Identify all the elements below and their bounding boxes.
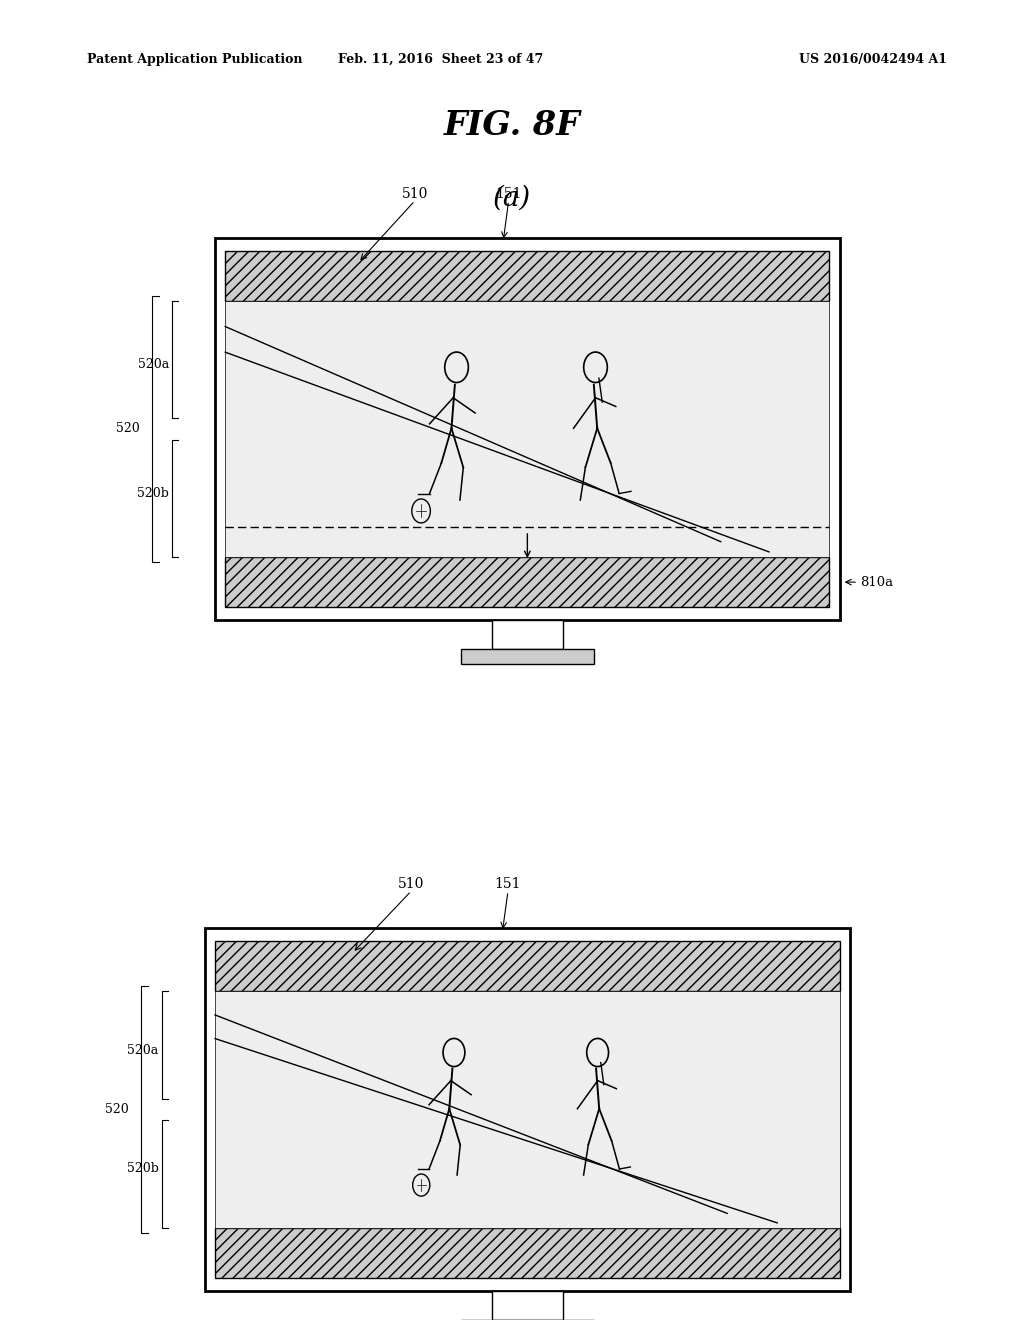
- Text: 520b: 520b: [137, 487, 169, 499]
- Bar: [215, 1228, 840, 1278]
- Bar: [461, 649, 594, 664]
- Text: 520b: 520b: [127, 1162, 159, 1175]
- Bar: [225, 251, 829, 301]
- Bar: [215, 238, 840, 620]
- Text: 510: 510: [398, 876, 424, 891]
- Text: 510: 510: [401, 186, 428, 201]
- Text: 810a: 810a: [860, 576, 893, 589]
- Text: 520: 520: [105, 1104, 129, 1115]
- Text: FIG. 8F: FIG. 8F: [443, 108, 581, 141]
- Text: 520a: 520a: [137, 359, 169, 371]
- Text: Patent Application Publication: Patent Application Publication: [87, 53, 302, 66]
- Text: Feb. 11, 2016  Sheet 23 of 47: Feb. 11, 2016 Sheet 23 of 47: [338, 53, 543, 66]
- Bar: [492, 1291, 563, 1320]
- Bar: [215, 991, 840, 1228]
- Bar: [225, 557, 829, 607]
- Text: (a): (a): [493, 185, 531, 211]
- Text: 520: 520: [116, 422, 139, 436]
- Text: 151: 151: [496, 186, 522, 201]
- Text: (b): (b): [493, 1049, 531, 1076]
- Bar: [205, 928, 850, 1291]
- Bar: [215, 941, 840, 991]
- Text: 151: 151: [495, 876, 521, 891]
- Text: US 2016/0042494 A1: US 2016/0042494 A1: [799, 53, 947, 66]
- Bar: [225, 301, 829, 557]
- Text: 520a: 520a: [127, 1044, 159, 1057]
- Bar: [492, 620, 563, 649]
